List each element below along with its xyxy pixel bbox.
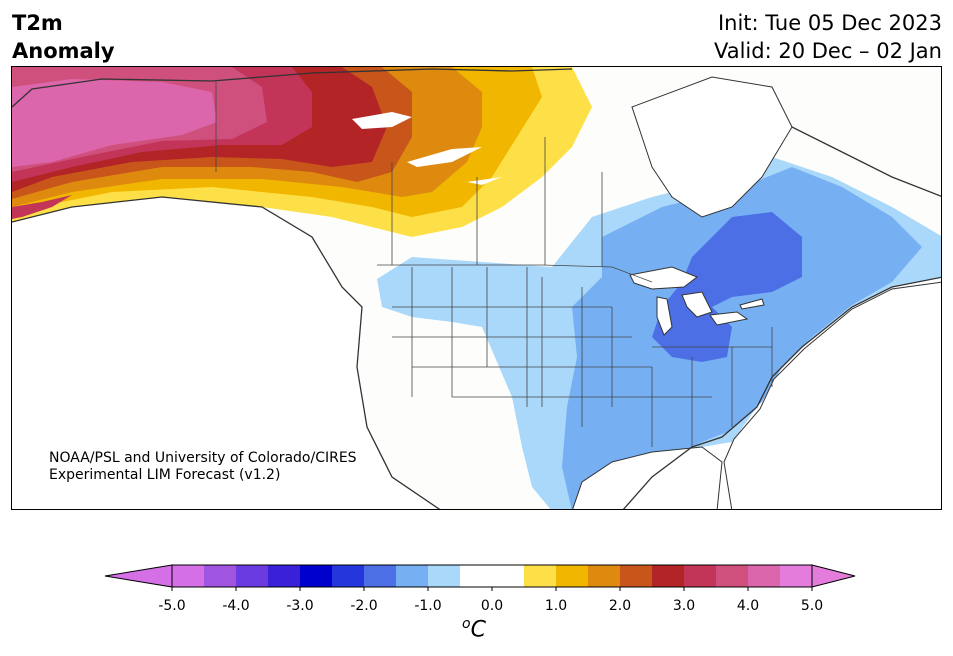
colorbar-tick-label: -1.0 — [414, 598, 442, 614]
colorbar-tick-label: -5.0 — [158, 598, 186, 614]
map-panel — [11, 66, 942, 510]
colorbar-swatch — [620, 565, 653, 587]
colorbar-tick-label: -2.0 — [350, 598, 378, 614]
aleutian-arc — [12, 195, 72, 219]
colorbar-swatch — [556, 565, 589, 587]
colorbar-swatch — [172, 565, 205, 587]
colorbar-swatch — [204, 565, 237, 587]
warm-anomaly-magenta — [12, 79, 217, 167]
colorbar-tick-label: 5.0 — [800, 598, 824, 614]
unit-superscript: o — [462, 616, 471, 632]
init-date: Init: Tue 05 Dec 2023 — [717, 11, 942, 35]
colorbar-swatch — [460, 565, 493, 587]
colorbar-tick-label: 1.0 — [544, 598, 568, 614]
colorbar-swatch — [268, 565, 301, 587]
colorbar-swatch — [780, 565, 813, 587]
credit-text: NOAA/PSL and University of Colorado/CIRE… — [49, 450, 357, 484]
colorbar-swatch — [300, 565, 333, 587]
atlantic-ocean — [723, 281, 941, 509]
credit-line-1: NOAA/PSL and University of Colorado/CIRE… — [49, 450, 357, 466]
colorbar-swatch — [684, 565, 717, 587]
colorbar-swatch — [428, 565, 461, 587]
cool-anomaly-deep-blue — [652, 212, 802, 362]
colorbar-extend-low — [104, 564, 173, 588]
colorbar-tick-label: 4.0 — [736, 598, 760, 614]
gulf-of-mexico — [572, 446, 723, 509]
valid-date: Valid: 20 Dec – 02 Jan — [713, 39, 942, 63]
great-lakes — [629, 266, 765, 336]
colorbar-tick-label: -4.0 — [222, 598, 250, 614]
colorbar-tick-label: 3.0 — [672, 598, 696, 614]
colorbar-swatch — [588, 565, 621, 587]
colorbar-swatch — [524, 565, 557, 587]
unit-letter: C — [470, 617, 486, 643]
colorbar — [104, 564, 856, 591]
colorbar-swatch — [396, 565, 429, 587]
colorbar-swatch — [364, 565, 397, 587]
credit-line-2: Experimental LIM Forecast (v1.2) — [49, 467, 281, 483]
northern-lakes — [352, 112, 502, 185]
coastline — [12, 68, 941, 509]
colorbar-tick-label: -3.0 — [286, 598, 314, 614]
political-borders — [215, 82, 773, 447]
colorbar-swatch — [748, 565, 781, 587]
forecast-dates: Init: Tue 05 Dec 2023 Valid: 20 Dec – 02… — [714, 9, 942, 65]
anomaly-map — [12, 67, 941, 509]
title-line-1: T2m — [12, 11, 63, 35]
colorbar-tick-label: 0.0 — [480, 598, 504, 614]
colorbar-unit: oC — [462, 616, 486, 642]
hudson-bay — [631, 76, 793, 218]
colorbar-swatch — [332, 565, 365, 587]
map-title: T2m Anomaly — [12, 9, 115, 65]
colorbar-swatch — [236, 565, 269, 587]
title-line-2: Anomaly — [12, 39, 115, 63]
colorbar-swatch — [716, 565, 749, 587]
colorbar-swatch — [492, 565, 525, 587]
colorbar-extend-high — [811, 564, 856, 588]
colorbar-tick-label: 2.0 — [608, 598, 632, 614]
colorbar-swatch — [652, 565, 685, 587]
